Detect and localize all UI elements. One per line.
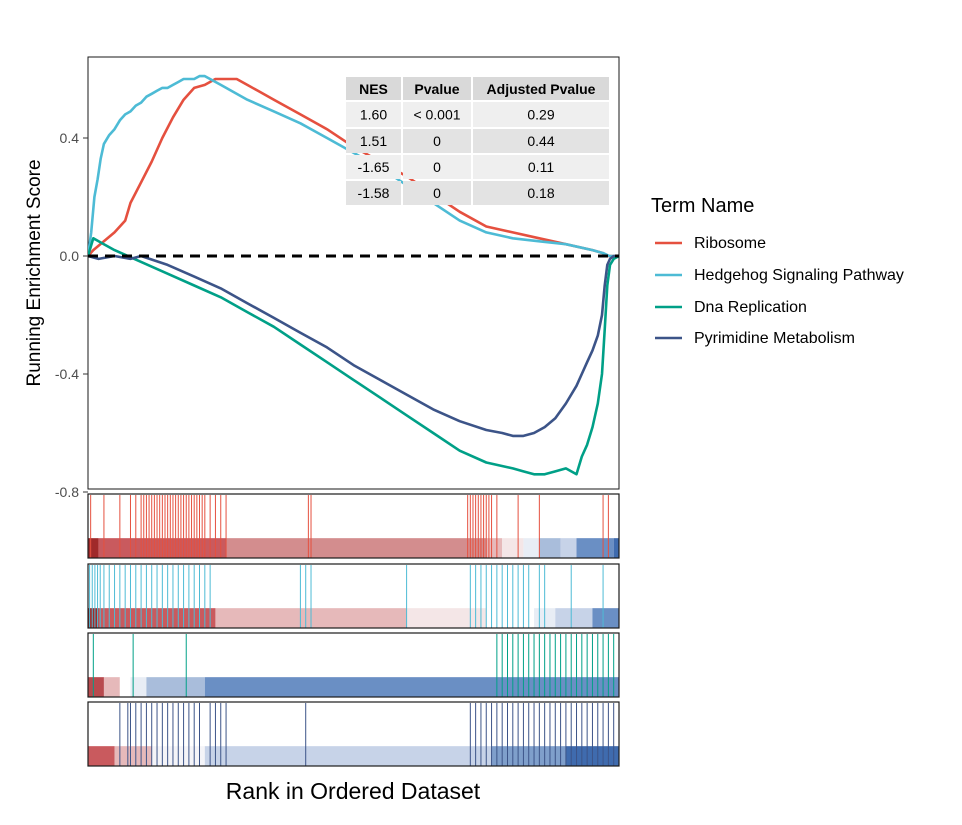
heat-segment (406, 608, 487, 628)
heat-segment (560, 538, 577, 558)
table-cell-value: 0 (433, 159, 441, 175)
heat-segment (555, 608, 593, 628)
hit-track-frame (87, 563, 620, 629)
hit-track-frame (87, 493, 620, 559)
table-cell-value: 0.18 (527, 185, 554, 201)
heat-segment (204, 677, 619, 697)
hit-track-frame (87, 701, 620, 767)
series-line (88, 254, 619, 438)
heat-segment (119, 677, 131, 697)
y-axis-label: Running Enrichment Score (24, 159, 45, 386)
table-cell (403, 129, 471, 153)
hit-track (87, 563, 620, 629)
series-line (88, 77, 619, 258)
heat-segment (576, 538, 614, 558)
table-cell (473, 181, 609, 205)
table-cell (473, 129, 609, 153)
hit-track-frame (87, 632, 620, 698)
hit-track (87, 632, 620, 698)
y-tick-label: -0.4 (55, 366, 79, 382)
table-header-cell (346, 77, 401, 100)
y-tick-label: 0.4 (60, 130, 80, 146)
table-cell (473, 102, 609, 127)
table-cell (346, 155, 401, 179)
hit-track (87, 493, 620, 559)
legend-label: Ribosome (694, 235, 766, 252)
legend-title: Term Name (651, 195, 754, 217)
table-cell (403, 155, 471, 179)
legend-item: Dna Replication (655, 299, 807, 316)
y-tick-label: 0.0 (60, 248, 80, 264)
table-header-label: NES (359, 81, 388, 97)
legend: Term Name Ribosome Hedgehog Signaling Pat… (651, 195, 904, 347)
heat-segment (103, 677, 120, 697)
table-cell (403, 102, 471, 127)
heat-segment (88, 538, 99, 558)
legend-label: Dna Replication (694, 299, 807, 316)
table-cell-value: 0.29 (527, 107, 554, 123)
series-line (88, 74, 619, 258)
table-cell-value: -1.65 (358, 159, 390, 175)
table-cell-value: 0.44 (527, 133, 554, 149)
heat-segment (146, 677, 205, 697)
table-cell (346, 129, 401, 153)
table-cell-value: 0.11 (528, 159, 554, 175)
heat-segment (613, 538, 619, 558)
table-header-cell (403, 77, 471, 100)
table-header-label: Pvalue (414, 81, 459, 97)
table-cell-value: 1.51 (360, 133, 387, 149)
heat-segment (523, 538, 540, 558)
table-cell-value: 0 (433, 133, 441, 149)
heat-segment (539, 538, 561, 558)
y-axis: 0.4 0.0 -0.4 -0.8 (55, 130, 88, 500)
x-axis-label: Rank in Ordered Dataset (226, 778, 481, 804)
legend-label: Pyrimidine Metabolism (694, 330, 855, 347)
table-cell-value: 0 (433, 185, 441, 201)
heat-segment (592, 608, 619, 628)
heat-segment (130, 677, 147, 697)
legend-item: Hedgehog Signaling Pathway (655, 267, 904, 284)
table-cell-value: -1.58 (358, 185, 390, 201)
heat-segment (226, 538, 487, 558)
heat-segment (486, 538, 503, 558)
y-tick-label: -0.8 (55, 484, 79, 500)
heat-segment (204, 746, 492, 766)
table-cell (473, 155, 609, 179)
table-cell (403, 181, 471, 205)
hit-track (87, 701, 620, 767)
legend-label: Hedgehog Signaling Pathway (694, 267, 904, 284)
heat-segment (486, 608, 535, 628)
table-header-cell (473, 77, 609, 100)
stats-table: NES Pvalue Adjusted Pvalue 1.60 < 0.001 0.29 1… (346, 77, 609, 205)
heat-segment (88, 677, 104, 697)
table-cell-value: 1.60 (360, 107, 387, 123)
table-cell (346, 181, 401, 205)
enrichment-curves (88, 74, 619, 476)
legend-item: Pyrimidine Metabolism (655, 330, 855, 347)
heat-segment (114, 746, 152, 766)
heat-segment (88, 608, 99, 628)
heat-segment (88, 746, 115, 766)
table-cell (346, 102, 401, 127)
hit-tracks (87, 493, 620, 767)
heat-segment (502, 538, 524, 558)
table-cell-value: < 0.001 (413, 107, 460, 123)
legend-item: Ribosome (655, 235, 766, 252)
series-line (88, 237, 619, 476)
table-header-label: Adjusted Pvalue (487, 81, 596, 97)
